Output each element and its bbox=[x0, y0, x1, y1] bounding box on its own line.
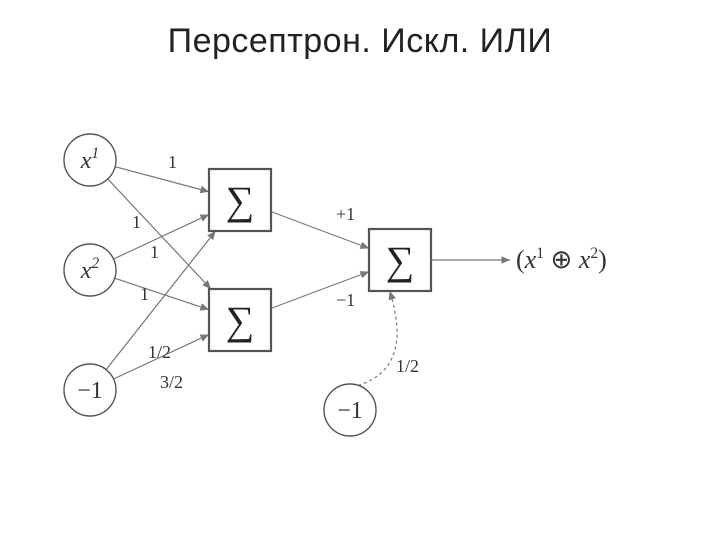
sigma-label: ∑ bbox=[226, 298, 255, 343]
edge-weight-label: 3/2 bbox=[160, 372, 183, 392]
nodes-group: x1x2−1∑∑−1∑ bbox=[64, 134, 431, 436]
edge-weight-label: 1 bbox=[132, 212, 141, 232]
output-label: (x1 ⊕ x2) bbox=[516, 245, 607, 274]
perceptron-diagram: x1x2−1∑∑−1∑ 11111/23/2+1−11/2 (x1 ⊕ x2) bbox=[40, 110, 680, 470]
sigma-label: ∑ bbox=[386, 238, 415, 283]
edge-weight-label: 1 bbox=[168, 152, 177, 172]
edge-weight-label: 1/2 bbox=[396, 356, 419, 376]
edge-weight-label: +1 bbox=[336, 204, 355, 224]
node-label: −1 bbox=[77, 378, 103, 404]
node-label: −1 bbox=[337, 398, 363, 424]
slide: Персептрон. Искл. ИЛИ x1x2−1∑∑−1∑ 11111/… bbox=[0, 0, 720, 540]
output-group: (x1 ⊕ x2) bbox=[431, 245, 607, 274]
edge-weight-label: 1/2 bbox=[148, 342, 171, 362]
slide-title: Персептрон. Искл. ИЛИ bbox=[0, 22, 720, 61]
sigma-label: ∑ bbox=[226, 178, 255, 223]
edge-weight-label: 1 bbox=[150, 242, 159, 262]
edge bbox=[115, 167, 209, 192]
edge-weight-label: 1 bbox=[140, 284, 149, 304]
edge bbox=[114, 214, 209, 259]
edge bbox=[358, 291, 397, 385]
diagram-svg: x1x2−1∑∑−1∑ 11111/23/2+1−11/2 (x1 ⊕ x2) bbox=[40, 110, 680, 470]
edge bbox=[108, 179, 211, 289]
edge bbox=[115, 278, 209, 309]
edge-weight-label: −1 bbox=[336, 290, 355, 310]
